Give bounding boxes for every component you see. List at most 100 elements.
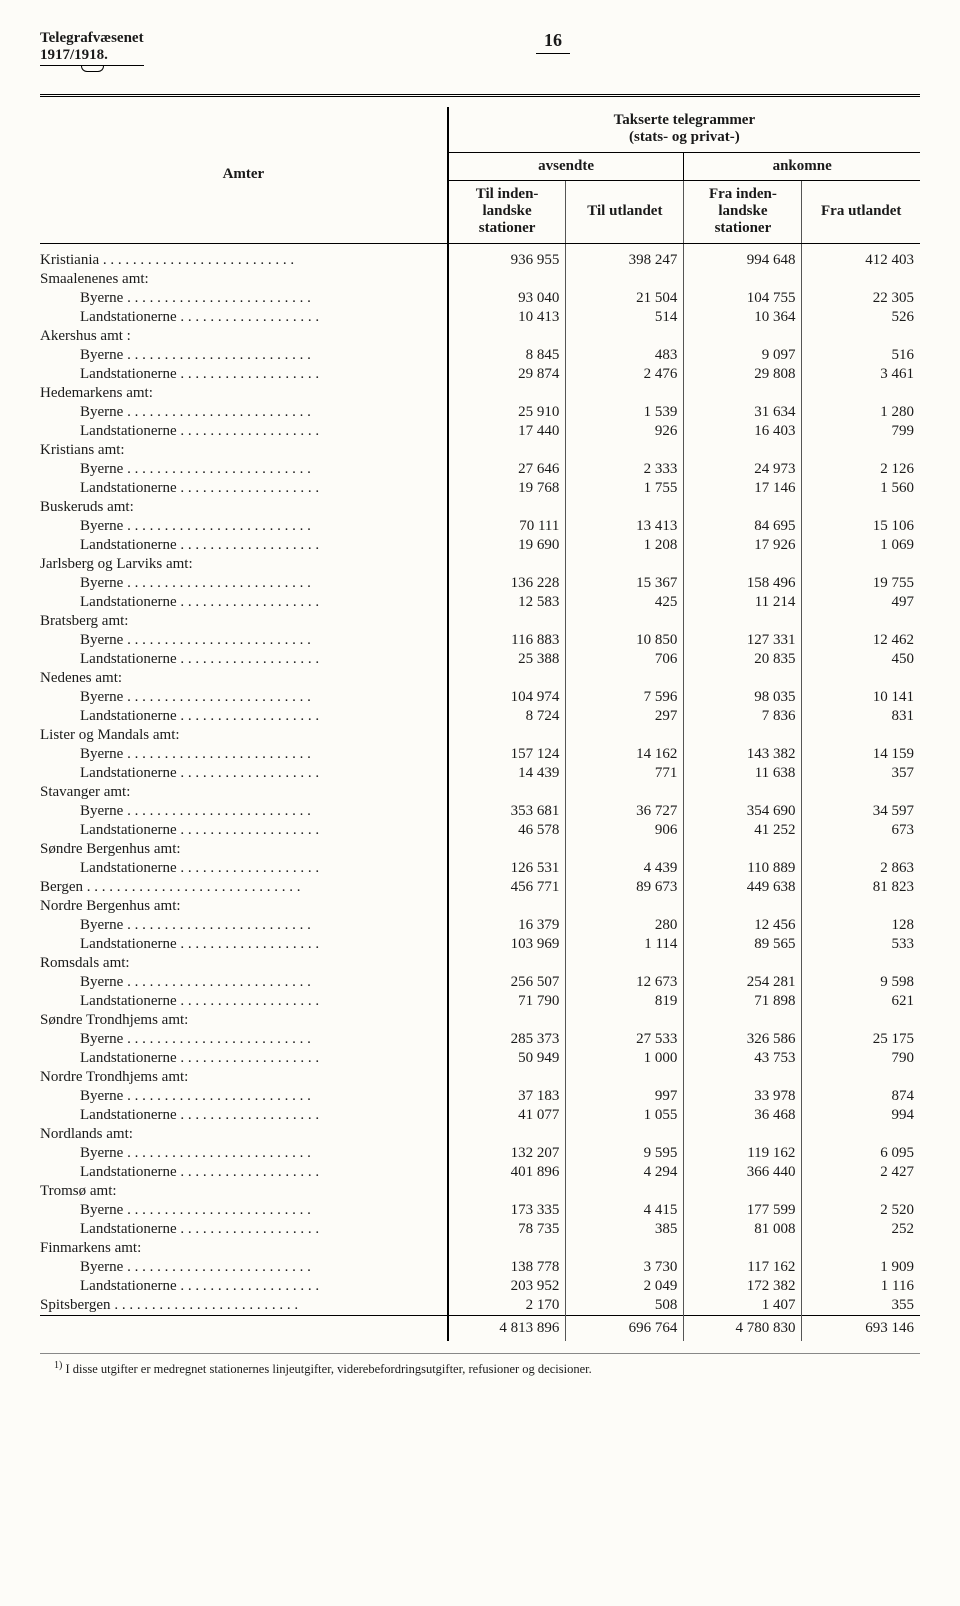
cell: 50 949 xyxy=(448,1049,566,1068)
table-row: Landstationerne . . . . . . . . . . . . … xyxy=(40,1106,920,1125)
row-label: Landstationerne . . . . . . . . . . . . … xyxy=(40,650,448,669)
table-row: Byerne . . . . . . . . . . . . . . . . .… xyxy=(40,745,920,764)
cell: 43 753 xyxy=(684,1049,802,1068)
cell: 22 305 xyxy=(802,289,920,308)
row-label: Romsdals amt: xyxy=(40,954,448,973)
cell: 34 597 xyxy=(802,802,920,821)
cell: 1 208 xyxy=(566,536,684,555)
row-label: Landstationerne . . . . . . . . . . . . … xyxy=(40,308,448,327)
table-row: Landstationerne . . . . . . . . . . . . … xyxy=(40,707,920,726)
cell: 71 790 xyxy=(448,992,566,1011)
table-row: Tromsø amt: xyxy=(40,1182,920,1201)
row-label: Byerne . . . . . . . . . . . . . . . . .… xyxy=(40,802,448,821)
cell: 256 507 xyxy=(448,973,566,992)
cell xyxy=(684,726,802,745)
cell: 1 069 xyxy=(802,536,920,555)
table-row: Landstationerne . . . . . . . . . . . . … xyxy=(40,992,920,1011)
table-row: Kristians amt: xyxy=(40,441,920,460)
table-row: Landstationerne . . . . . . . . . . . . … xyxy=(40,935,920,954)
cell: 254 281 xyxy=(684,973,802,992)
cell xyxy=(802,1239,920,1258)
table-row: Byerne . . . . . . . . . . . . . . . . .… xyxy=(40,289,920,308)
cell: 14 159 xyxy=(802,745,920,764)
cell: 1 407 xyxy=(684,1296,802,1316)
cell: 2 863 xyxy=(802,859,920,878)
cell: 6 095 xyxy=(802,1144,920,1163)
cell: 37 183 xyxy=(448,1087,566,1106)
cell xyxy=(448,270,566,289)
row-label: Landstationerne . . . . . . . . . . . . … xyxy=(40,422,448,441)
footnote-marker: 1) xyxy=(54,1360,62,1371)
table-row: Byerne . . . . . . . . . . . . . . . . .… xyxy=(40,1258,920,1277)
row-label: Nordre Trondhjems amt: xyxy=(40,1068,448,1087)
cell: 128 xyxy=(802,916,920,935)
row-label: Landstationerne . . . . . . . . . . . . … xyxy=(40,935,448,954)
table-row: Nordre Bergenhus amt: xyxy=(40,897,920,916)
cell: 93 040 xyxy=(448,289,566,308)
table-row: Landstationerne . . . . . . . . . . . . … xyxy=(40,536,920,555)
cell: 1 055 xyxy=(566,1106,684,1125)
cell: 353 681 xyxy=(448,802,566,821)
cell: 994 xyxy=(802,1106,920,1125)
cell: 385 xyxy=(566,1220,684,1239)
cell: 29 874 xyxy=(448,365,566,384)
row-label: Landstationerne . . . . . . . . . . . . … xyxy=(40,365,448,384)
cell: 508 xyxy=(566,1296,684,1316)
cell xyxy=(684,498,802,517)
cell: 15 367 xyxy=(566,574,684,593)
table-row: Byerne . . . . . . . . . . . . . . . . .… xyxy=(40,574,920,593)
cell: 831 xyxy=(802,707,920,726)
cell: 173 335 xyxy=(448,1201,566,1220)
row-label: Landstationerne . . . . . . . . . . . . … xyxy=(40,1106,448,1125)
row-label: Byerne . . . . . . . . . . . . . . . . .… xyxy=(40,745,448,764)
grp-avsendte: avsendte xyxy=(448,152,684,180)
cell xyxy=(566,384,684,403)
cell: 8 724 xyxy=(448,707,566,726)
cell: 13 413 xyxy=(566,517,684,536)
row-label: Byerne . . . . . . . . . . . . . . . . .… xyxy=(40,403,448,422)
cell: 203 952 xyxy=(448,1277,566,1296)
table-row: Byerne . . . . . . . . . . . . . . . . .… xyxy=(40,1030,920,1049)
cell xyxy=(448,1125,566,1144)
cell: 14 439 xyxy=(448,764,566,783)
total-3: 4 780 830 xyxy=(684,1316,802,1342)
table-row: Landstationerne . . . . . . . . . . . . … xyxy=(40,1277,920,1296)
cell: 10 141 xyxy=(802,688,920,707)
cell xyxy=(448,384,566,403)
row-label: Jarlsberg og Larviks amt: xyxy=(40,555,448,574)
cell: 297 xyxy=(566,707,684,726)
cell xyxy=(802,840,920,859)
cell: 78 735 xyxy=(448,1220,566,1239)
cell xyxy=(684,1125,802,1144)
cell xyxy=(448,726,566,745)
cell xyxy=(566,1011,684,1030)
cell: 29 808 xyxy=(684,365,802,384)
cell xyxy=(566,612,684,631)
row-label: Nedenes amt: xyxy=(40,669,448,688)
cell xyxy=(448,327,566,346)
table-row: Landstationerne . . . . . . . . . . . . … xyxy=(40,1049,920,1068)
table-row: Landstationerne . . . . . . . . . . . . … xyxy=(40,764,920,783)
total-4: 693 146 xyxy=(802,1316,920,1342)
cell: 514 xyxy=(566,308,684,327)
cell xyxy=(802,612,920,631)
row-label: Landstationerne . . . . . . . . . . . . … xyxy=(40,859,448,878)
cell: 127 331 xyxy=(684,631,802,650)
cell xyxy=(566,1239,684,1258)
cell: 252 xyxy=(802,1220,920,1239)
table-row: Byerne . . . . . . . . . . . . . . . . .… xyxy=(40,346,920,365)
cell: 357 xyxy=(802,764,920,783)
cell: 994 648 xyxy=(684,251,802,270)
cell xyxy=(802,498,920,517)
table-row: Nordlands amt: xyxy=(40,1125,920,1144)
table-row: Byerne . . . . . . . . . . . . . . . . .… xyxy=(40,688,920,707)
row-label: Landstationerne . . . . . . . . . . . . … xyxy=(40,593,448,612)
cell: 2 476 xyxy=(566,365,684,384)
row-label: Byerne . . . . . . . . . . . . . . . . .… xyxy=(40,916,448,935)
cell: 17 146 xyxy=(684,479,802,498)
cell xyxy=(566,726,684,745)
cell: 11 214 xyxy=(684,593,802,612)
row-label: Finmarkens amt: xyxy=(40,1239,448,1258)
cell xyxy=(684,1182,802,1201)
row-label: Lister og Mandals amt: xyxy=(40,726,448,745)
